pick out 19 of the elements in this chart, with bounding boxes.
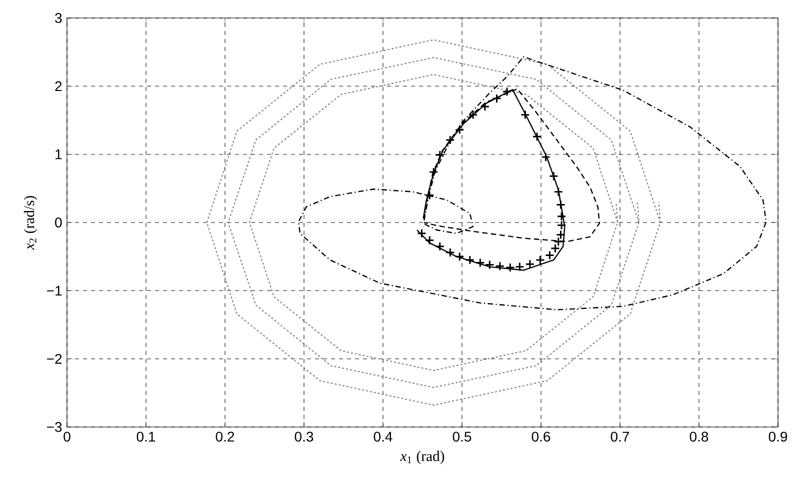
x-axis-title: x$_{1}$ (rad) xyxy=(400,450,444,464)
x-tick-label: 0.8 xyxy=(690,432,708,442)
y-tick-label: 0 xyxy=(55,218,62,228)
x-tick-label: 0.5 xyxy=(452,432,472,442)
x-tick-label: 0.6 xyxy=(532,432,550,442)
x-tick-label: 0.1 xyxy=(136,432,156,442)
y-tick-label: 3 xyxy=(55,13,62,23)
x-tick-label: 0.9 xyxy=(768,432,788,442)
y-tick-label: −3 xyxy=(47,422,62,432)
y-tick-label: −2 xyxy=(47,354,62,364)
x-tick-label: 0.7 xyxy=(610,432,630,442)
x-tick-label: 0 xyxy=(64,432,70,442)
x-tick-label: 0.3 xyxy=(294,432,314,442)
x-tick-label: 0.2 xyxy=(216,432,234,442)
y-tick-label: 2 xyxy=(55,81,62,92)
y-tick-label: 1 xyxy=(56,150,62,160)
x-tick-label: 0.4 xyxy=(374,432,392,442)
y-tick-label: −1 xyxy=(47,286,62,296)
y-axis-title: x$_{2}$ (rad/s) xyxy=(24,196,38,250)
